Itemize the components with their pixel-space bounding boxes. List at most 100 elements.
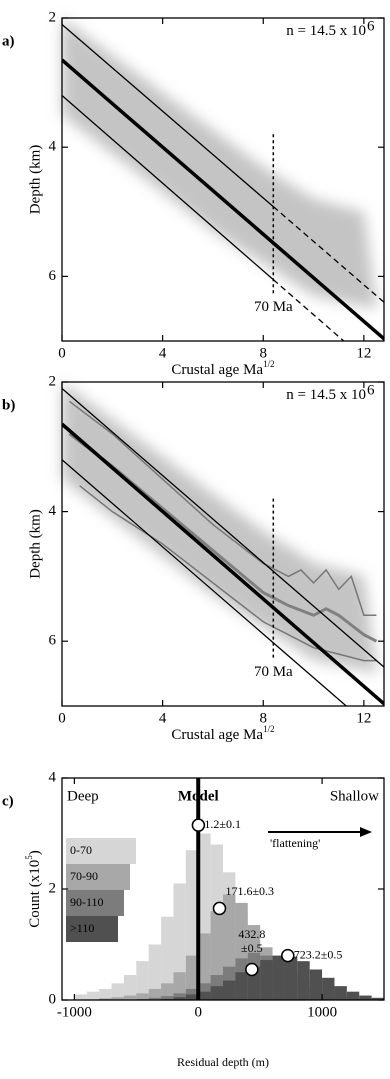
legend-swatch <box>66 838 136 864</box>
hist-bar <box>260 960 273 1000</box>
mean-label: 432.8 <box>238 927 265 941</box>
hist-bar <box>284 956 298 1000</box>
hist-bar <box>123 975 137 1000</box>
mean-label: 171.6±0.3 <box>225 884 274 898</box>
x-tick-label: -1000 <box>57 1004 92 1020</box>
line <box>69 400 377 617</box>
sample-count-sup: 6 <box>367 382 375 398</box>
mean-marker <box>281 948 295 963</box>
y-tick-label: 6 <box>49 633 57 649</box>
mean-label: ±0.5 <box>241 941 263 955</box>
line <box>62 459 347 706</box>
x-axis-label: Crustal age Ma1/2 <box>171 359 274 378</box>
age-marker-label: 70 Ma <box>254 299 293 315</box>
hist-bar <box>136 961 149 1000</box>
hist-bar <box>185 994 199 1000</box>
y-axis-label: Depth (km) <box>27 509 43 579</box>
legend-label: 70-90 <box>70 869 98 883</box>
hist-bar <box>173 883 186 1000</box>
line <box>62 23 274 208</box>
hist-bar <box>111 983 124 1000</box>
panel-label: b) <box>2 397 15 413</box>
y-axis-label-end: ) <box>27 850 43 855</box>
x-tick-label: 0 <box>194 1004 202 1020</box>
hist-bar <box>334 986 347 1000</box>
hist-bar <box>99 998 112 1000</box>
line <box>272 279 345 341</box>
y-tick-label: 4 <box>49 139 57 155</box>
y-tick-label: 2 <box>49 373 57 389</box>
x-axis-label: Crustal age Ma1/2 <box>171 724 274 743</box>
sample-count-sup: 6 <box>367 18 375 34</box>
sample-count-text: n = 14.5 x 10 <box>286 23 366 39</box>
x-axis-label-sup: 1/2 <box>263 359 275 369</box>
sample-count: n = 14.5 x 10 <box>286 387 366 403</box>
hist-bar <box>346 991 360 1000</box>
legend-swatch <box>66 864 130 890</box>
hist-bar <box>272 955 285 1000</box>
y-axis-label: Count (x105) <box>24 850 43 927</box>
mean-label: 723.2±0.5 <box>294 947 343 961</box>
frame <box>61 381 385 707</box>
x-tick-label: 1000 <box>307 1004 337 1020</box>
deep-label: Deep <box>67 788 99 804</box>
hist-bar <box>148 944 162 1000</box>
y-tick-label: 4 <box>49 503 57 519</box>
scatter-cloud <box>62 18 377 309</box>
hist-bar <box>99 988 112 1000</box>
panel-label: c) <box>2 793 14 809</box>
hist-bar <box>74 994 87 1000</box>
hist-bar <box>161 996 174 1000</box>
hist-bar <box>297 961 310 1000</box>
y-tick-label: 2 <box>49 9 57 25</box>
line <box>62 422 384 706</box>
hist-bar <box>148 997 162 1000</box>
sample-count-text: n = 14.5 x 10 <box>286 387 366 403</box>
hist-bar <box>173 997 186 1000</box>
legend-label: 0-70 <box>70 843 92 857</box>
plot-area <box>74 778 384 1000</box>
line <box>62 387 384 668</box>
y-axis-label-sup: 5 <box>24 855 34 860</box>
legend-swatch <box>66 890 124 916</box>
x-axis-label: Residual depth (m) <box>177 1055 269 1069</box>
age-marker-label: 70 Ma <box>254 664 293 680</box>
x-axis-label-sup: 1/2 <box>263 724 275 734</box>
x-tick-label: 12 <box>356 345 371 361</box>
sample-count: n = 14.5 x 10 <box>286 23 366 39</box>
scatter-cloud <box>62 382 377 673</box>
hist-bar <box>123 995 137 1000</box>
line <box>62 95 274 281</box>
panel-label: a) <box>2 33 15 49</box>
hist-bar <box>173 972 186 1000</box>
y-tick-label: 6 <box>49 268 57 284</box>
x-tick-label: 12 <box>356 710 371 726</box>
hist-bar <box>136 993 149 1000</box>
y-tick-label: 2 <box>49 880 57 896</box>
y-tick-label: 4 <box>49 769 57 785</box>
panel: 70 Ma 2 4 6 0 4 8 12 a) Crustal age Ma1/2 Depth (k… <box>2 9 385 378</box>
line <box>62 58 384 341</box>
hist-bar <box>235 972 248 1000</box>
hist-bar <box>322 977 335 1000</box>
legend-swatch <box>66 916 118 942</box>
y-axis-label-text: Count (x10 <box>27 860 43 928</box>
line <box>272 206 384 303</box>
hist-bar <box>223 980 236 1000</box>
frame <box>61 17 385 342</box>
shallow-label: Shallow <box>330 788 379 804</box>
arrow-head <box>360 827 372 837</box>
hist-bar <box>111 997 124 1000</box>
y-tick-label: 0 <box>49 991 57 1007</box>
arrow-label: 'flattening' <box>270 836 320 850</box>
x-tick-label: 8 <box>260 345 268 361</box>
plot-area <box>62 387 384 706</box>
mean-label: 1.2±0.1 <box>204 817 241 831</box>
hist-bar <box>86 991 100 1000</box>
legend-label: >110 <box>70 921 94 935</box>
x-tick-label: 0 <box>58 710 66 726</box>
hist-bar <box>161 983 174 1000</box>
hist-bar <box>210 986 223 1000</box>
x-tick-label: 0 <box>58 345 66 361</box>
